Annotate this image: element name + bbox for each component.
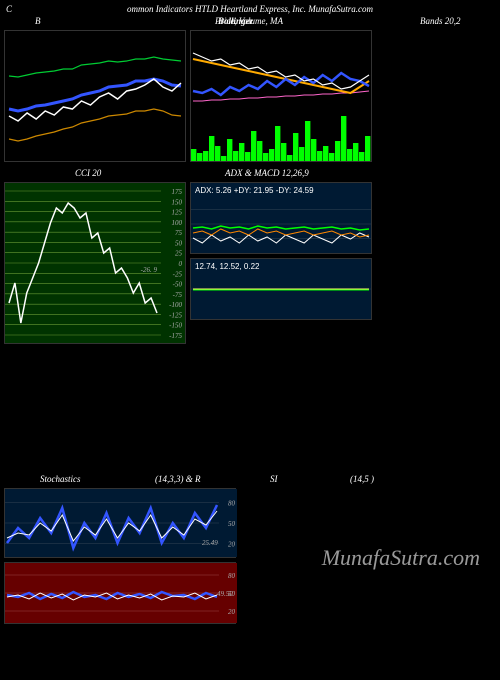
- svg-text:50: 50: [175, 239, 183, 247]
- svg-text:175: 175: [172, 188, 183, 196]
- stoch-label: Stochastics: [40, 474, 81, 484]
- stoch-title-row: Stochastics (14,3,3) & R SI (14,5 ): [0, 474, 500, 488]
- row2-titles: CCI 20 ADX & MACD 12,26,9: [0, 168, 500, 182]
- svg-text:-25: -25: [173, 270, 183, 278]
- stoch-chart: 80 50 20 25.49: [5, 489, 237, 557]
- page-header: C ommon Indicators HTLD Heartland Expres…: [0, 0, 500, 16]
- rsi-panel: 80502049.50: [4, 562, 236, 624]
- stoch-params: (14,3,3) & R: [155, 474, 201, 484]
- svg-text:0: 0: [179, 260, 183, 268]
- adx-chart: ADX: 5.26 +DY: 21.95 -DY: 24.59: [191, 183, 371, 253]
- bollinger-chart: [5, 31, 185, 161]
- adx-title: ADX & MACD 12,26,9: [225, 168, 309, 178]
- svg-text:50: 50: [228, 520, 236, 528]
- bollinger-panel: [4, 30, 186, 162]
- svg-text:75: 75: [175, 229, 183, 237]
- rsi-chart: 80502049.50: [5, 563, 237, 623]
- svg-text:-26. 9: -26. 9: [141, 266, 158, 274]
- svg-text:80: 80: [228, 572, 236, 580]
- adx-macd-group: ADX: 5.26 +DY: 21.95 -DY: 24.59 12.74, 1…: [190, 182, 372, 344]
- adx-panel: ADX: 5.26 +DY: 21.95 -DY: 24.59: [190, 182, 372, 254]
- rsi-params: (14,5 ): [350, 474, 374, 484]
- macd-chart: 12.74, 12.52, 0.22: [191, 259, 371, 319]
- cci-panel: 175 150 125 100 75 50 25 0 -25 -50 -75 -100 -125 -150…: [4, 182, 186, 344]
- header-c: C: [6, 4, 12, 14]
- rsi-label: SI: [270, 474, 278, 484]
- svg-text:25: 25: [175, 250, 183, 258]
- price-title-overlay: Bollinger: [218, 16, 253, 26]
- stoch-panel: 80 50 20 25.49: [4, 488, 236, 558]
- svg-text:49.50: 49.50: [217, 590, 233, 598]
- bands-label: Bands 20,2: [420, 16, 461, 26]
- svg-text:20: 20: [228, 540, 236, 548]
- svg-text:-150: -150: [169, 322, 182, 330]
- price-panel: [190, 30, 372, 162]
- row1-titles: B Price, Volume, MA Bollinger Bands 20,2: [0, 16, 500, 30]
- svg-text:-175: -175: [169, 332, 182, 340]
- svg-text:-75: -75: [173, 291, 183, 299]
- cci-title: CCI 20: [75, 168, 101, 178]
- svg-text:-50: -50: [173, 281, 183, 289]
- price-chart: [191, 31, 371, 161]
- svg-text:80: 80: [228, 500, 236, 508]
- svg-text:-125: -125: [169, 311, 182, 319]
- svg-text:-100: -100: [169, 301, 182, 309]
- bollinger-b: B: [35, 16, 41, 26]
- watermark: MunafaSutra.com: [322, 545, 480, 571]
- svg-text:ADX: 5.26 +DY: 21.95 -DY: 24: ADX: 5.26 +DY: 21.95 -DY: 24.59: [195, 186, 314, 195]
- svg-text:25.49: 25.49: [202, 539, 218, 547]
- row1-charts: [0, 30, 500, 162]
- cci-chart: 175 150 125 100 75 50 25 0 -25 -50 -75 -100 -125 -150…: [5, 183, 185, 343]
- header-text: ommon Indicators HTLD Heartland Express,…: [127, 4, 373, 14]
- row2-charts: 175 150 125 100 75 50 25 0 -25 -50 -75 -100 -125 -150…: [0, 182, 500, 344]
- svg-text:125: 125: [172, 209, 183, 217]
- svg-text:100: 100: [172, 219, 183, 227]
- svg-text:150: 150: [172, 198, 183, 206]
- svg-text:20: 20: [228, 608, 236, 616]
- svg-text:12.74, 12.52, 0.22: 12.74, 12.52, 0.22: [195, 262, 260, 271]
- gap: [0, 344, 500, 474]
- macd-panel: 12.74, 12.52, 0.22: [190, 258, 372, 320]
